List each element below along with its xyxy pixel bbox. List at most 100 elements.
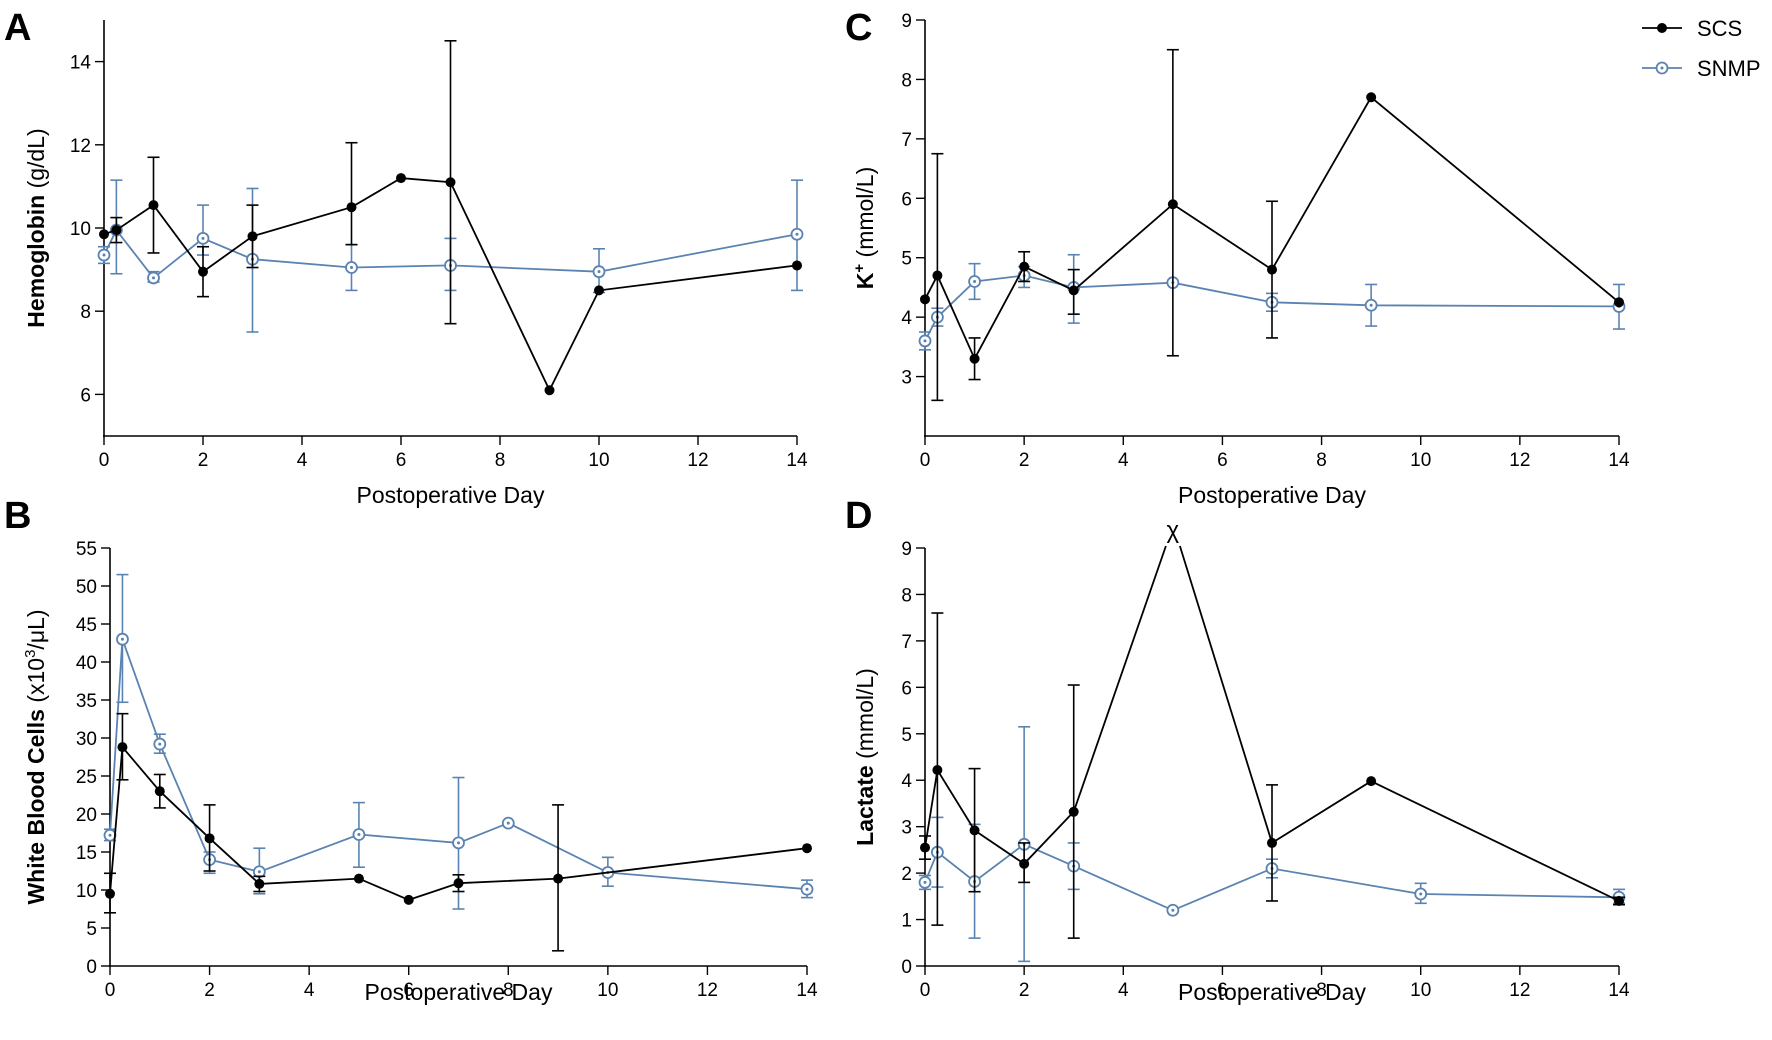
y-axis-title-unit: (g/dL): [23, 128, 49, 194]
panel-letter: D: [845, 495, 872, 537]
y-tick-label: 55: [76, 539, 97, 560]
y-tick-label: 0: [901, 957, 912, 978]
data-point-scs: [920, 842, 930, 853]
x-tick-label: 2: [204, 980, 215, 1001]
y-tick-label: 5: [901, 249, 912, 270]
series-scs: [99, 39, 802, 396]
y-axis-title: K+ (mmol/L): [851, 167, 878, 290]
series-snmp: [103, 573, 814, 910]
y-axis-title-sup: +: [851, 264, 868, 273]
y-axis-title-unit: (mmol/L): [852, 167, 878, 264]
y-tick-label: 14: [70, 53, 92, 74]
data-point-snmp-center: [923, 339, 927, 343]
y-axis-title-main: K: [852, 272, 878, 289]
data-point-scs: [1068, 285, 1079, 296]
data-point-scs: [553, 873, 564, 884]
y-axis-title-sup: 3: [22, 650, 39, 658]
x-tick-label: 2: [1019, 450, 1030, 471]
x-tick-label: 4: [297, 450, 308, 471]
x-tick-label: 10: [1410, 980, 1431, 1001]
y-tick-label: 8: [80, 302, 91, 323]
data-point-scs: [105, 888, 115, 899]
data-point-snmp-center: [201, 236, 205, 240]
x-tick-label: 0: [99, 450, 110, 471]
x-tick-label: 4: [1118, 450, 1129, 471]
panel-letter: A: [4, 7, 31, 49]
series-line-scs: [1179, 545, 1620, 902]
series-line-scs: [924, 545, 1167, 865]
data-point-snmp-center: [597, 270, 601, 274]
data-point-snmp-center: [795, 232, 799, 236]
legend-item-snmp: SNMP: [1642, 56, 1761, 81]
data-point-scs: [453, 878, 464, 889]
data-point-scs: [544, 385, 555, 396]
error-bar: [345, 141, 358, 246]
x-axis-title: Postoperative Day: [1178, 482, 1366, 508]
y-tick-label: 30: [76, 729, 97, 750]
data-point-scs: [1366, 92, 1377, 103]
data-point-snmp-center: [108, 833, 112, 837]
legend-label-scs: SCS: [1697, 16, 1742, 41]
chart-panel-b: B 0 2 4 6 8 10 12 14 0 5 10 15 20 25 30 35 40 45 50 55 Postop…: [4, 495, 818, 1005]
data-point-scs: [932, 270, 943, 281]
data-point-scs: [1068, 806, 1079, 817]
x-tick-label: 0: [920, 450, 931, 471]
data-point-snmp-center: [923, 880, 927, 884]
data-point-snmp-center: [120, 637, 124, 641]
data-point-scs: [99, 229, 109, 240]
x-tick-label: 4: [304, 980, 315, 1001]
y-tick-label: 0: [86, 957, 97, 978]
y-axis-title-unit: (x10: [23, 658, 49, 709]
y-axis-title-main: Lactate: [852, 765, 878, 846]
x-tick-label: 6: [396, 450, 407, 471]
chart-panel-c: C 0 2 4 6 8 10 12 14 3 4 5 6 7 8 9 Postoperative Day K+ (…: [845, 7, 1630, 508]
data-point-scs: [204, 833, 215, 844]
y-tick-label: 8: [901, 585, 912, 606]
y-tick-label: 10: [70, 219, 91, 240]
y-tick-label: 9: [901, 539, 912, 560]
data-point-scs: [1267, 837, 1277, 848]
data-point-snmp-center: [1171, 908, 1175, 912]
data-point-scs: [247, 231, 258, 242]
x-tick-label: 12: [697, 980, 718, 1001]
annotation-chi: χ: [1167, 517, 1180, 544]
y-tick-label: 45: [76, 615, 97, 636]
data-point-scs: [403, 894, 414, 905]
data-point-scs: [969, 353, 980, 364]
data-point-scs: [969, 825, 980, 836]
x-tick-label: 8: [503, 980, 514, 1001]
data-point-snmp-center: [102, 253, 106, 257]
legend-item-scs: SCS: [1642, 16, 1742, 41]
x-tick-label: 14: [1608, 450, 1630, 471]
y-tick-label: 15: [76, 843, 97, 864]
data-point-scs: [353, 873, 364, 884]
y-tick-label: 3: [901, 368, 912, 389]
series-scs: [920, 48, 1624, 402]
legend-marker-center: [1660, 66, 1664, 70]
y-tick-label: 6: [80, 385, 91, 406]
data-point-snmp-center: [506, 821, 510, 825]
x-tick-label: 10: [597, 980, 618, 1001]
data-point-scs: [346, 202, 357, 213]
y-axis-title: White Blood Cells (x103/μL): [22, 609, 49, 904]
data-point-scs: [396, 173, 406, 184]
x-tick-label: 14: [796, 980, 818, 1001]
y-tick-label: 40: [76, 653, 97, 674]
legend-marker: [1657, 23, 1667, 33]
data-point-scs: [1167, 199, 1178, 210]
x-axis-title: Postoperative Day: [357, 482, 545, 508]
y-axis-title-main: White Blood Cells: [23, 709, 49, 905]
data-point-scs: [1019, 858, 1030, 869]
y-tick-label: 3: [901, 818, 912, 839]
x-tick-label: 6: [403, 980, 414, 1001]
data-point-snmp-center: [457, 841, 460, 845]
data-point-snmp-center: [152, 276, 155, 280]
y-tick-label: 5: [86, 919, 97, 940]
data-point-snmp-center: [973, 279, 977, 283]
y-tick-label: 12: [70, 136, 91, 157]
y-tick-label: 50: [76, 577, 97, 598]
x-tick-label: 2: [198, 450, 209, 471]
data-point-snmp-center: [805, 887, 809, 891]
y-tick-label: 7: [901, 632, 912, 653]
